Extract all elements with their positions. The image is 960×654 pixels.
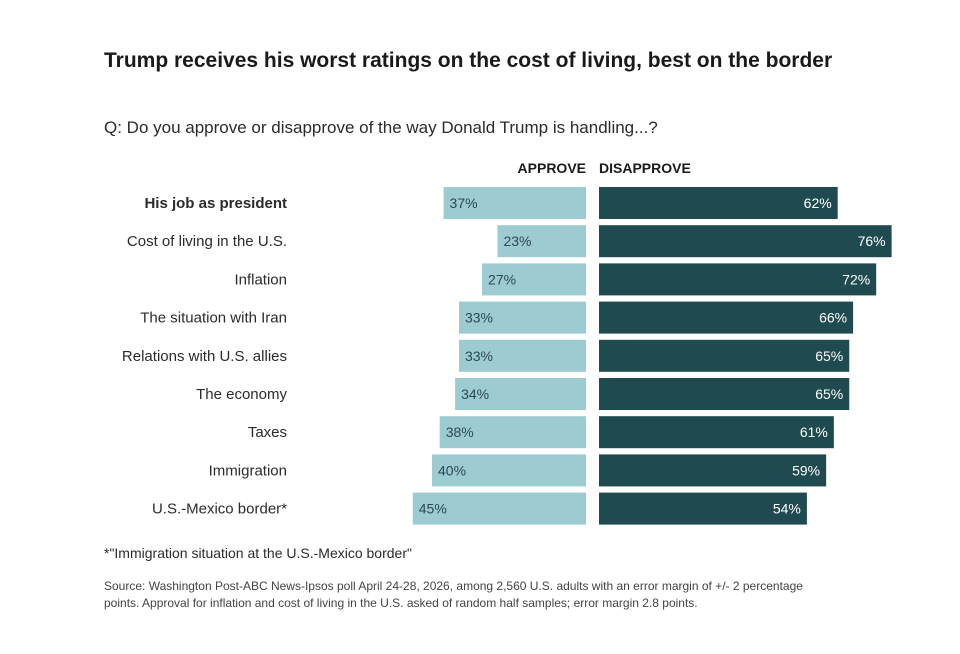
approve-bar	[458, 339, 586, 372]
approve-value-label: 40%	[438, 462, 466, 478]
approve-bar	[482, 263, 586, 296]
approve-bar	[458, 301, 586, 334]
category-label: Cost of living in the U.S.	[127, 233, 287, 250]
category-label: Immigration	[209, 462, 287, 479]
disapprove-value-label: 59%	[792, 462, 820, 478]
approve-bar	[432, 454, 586, 487]
category-label: Taxes	[248, 424, 287, 441]
disapprove-value-label: 62%	[804, 195, 832, 211]
disapprove-bar	[599, 263, 877, 296]
approve-bar	[455, 378, 586, 410]
approve-value-label: 33%	[465, 310, 493, 326]
approve-value-label: 45%	[419, 501, 447, 517]
approve-bar	[443, 187, 586, 219]
approve-value-label: 37%	[450, 195, 478, 211]
disapprove-bar	[599, 378, 850, 410]
disapprove-value-label: 65%	[815, 348, 843, 364]
approve-value-label: 27%	[488, 271, 516, 287]
disapprove-bar	[599, 301, 854, 334]
category-label: Inflation	[234, 271, 287, 288]
category-label: Relations with U.S. allies	[122, 348, 287, 365]
diverging-bar-chart: APPROVE DISAPPROVE His job as president 37%…	[122, 160, 892, 525]
disapprove-value-label: 65%	[815, 386, 843, 402]
approve-bar	[497, 225, 586, 258]
disapprove-bar	[599, 492, 807, 525]
chart-title: Trump receives his worst ratings on the …	[104, 49, 833, 72]
source-note: Source: Washington Post-ABC News-Ipsos p…	[104, 579, 803, 610]
approve-value-label: 23%	[503, 233, 531, 249]
disapprove-value-label: 66%	[819, 310, 847, 326]
category-label: The situation with Iran	[140, 310, 287, 327]
approve-value-label: 33%	[465, 348, 493, 364]
category-label: His job as president	[144, 195, 287, 212]
chart-subtitle: Q: Do you approve or disapprove of the w…	[104, 118, 658, 137]
disapprove-bar	[599, 225, 892, 258]
footnote: *"Immigration situation at the U.S.-Mexi…	[104, 545, 412, 561]
disapprove-value-label: 76%	[858, 233, 886, 249]
approve-value-label: 34%	[461, 386, 489, 402]
disapprove-bar	[599, 416, 834, 449]
disapprove-bar	[599, 339, 850, 372]
legend-disapprove: DISAPPROVE	[599, 160, 691, 176]
legend-approve: APPROVE	[518, 160, 586, 176]
disapprove-value-label: 54%	[773, 501, 801, 517]
disapprove-bar	[599, 454, 827, 487]
approve-bar	[412, 492, 586, 525]
disapprove-bar	[599, 187, 838, 219]
approve-bar	[439, 416, 586, 449]
disapprove-value-label: 72%	[842, 271, 870, 287]
category-label: U.S.-Mexico border*	[152, 501, 287, 518]
category-label: The economy	[196, 386, 287, 403]
approve-value-label: 38%	[446, 424, 474, 440]
disapprove-value-label: 61%	[800, 424, 828, 440]
